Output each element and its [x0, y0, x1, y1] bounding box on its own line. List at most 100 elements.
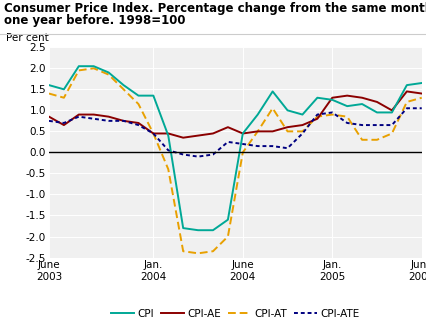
CPI-ATE	[76, 115, 81, 119]
CPI-AT	[151, 131, 156, 135]
CPI-AT	[46, 92, 52, 96]
CPI-AT	[330, 112, 335, 116]
CPI-AE	[136, 121, 141, 125]
CPI-AE	[300, 123, 305, 127]
CPI-AE	[255, 129, 260, 133]
CPI-AE	[61, 123, 66, 127]
CPI-ATE	[136, 123, 141, 127]
CPI-ATE	[330, 111, 335, 114]
CPI-AT	[76, 68, 81, 72]
CPI-ATE	[225, 140, 230, 144]
CPI-ATE	[285, 146, 290, 150]
CPI-AE	[419, 92, 424, 96]
Line: CPI-AT: CPI-AT	[49, 68, 422, 253]
CPI-AE	[181, 136, 186, 140]
CPI	[181, 226, 186, 230]
CPI-AT	[360, 138, 365, 142]
CPI-AT	[166, 167, 171, 171]
CPI	[196, 228, 201, 232]
CPI-ATE	[404, 106, 409, 110]
CPI	[61, 87, 66, 91]
CPI	[315, 96, 320, 100]
Legend: CPI, CPI-AE, CPI-AT, CPI-ATE: CPI, CPI-AE, CPI-AT, CPI-ATE	[106, 305, 364, 323]
CPI-AT	[404, 100, 409, 104]
CPI	[225, 218, 230, 222]
CPI	[419, 81, 424, 85]
CPI-AE	[315, 117, 320, 121]
CPI	[210, 228, 216, 232]
CPI-ATE	[151, 131, 156, 135]
CPI	[76, 64, 81, 68]
CPI-AT	[225, 235, 230, 239]
CPI-AT	[300, 129, 305, 133]
CPI-AT	[196, 251, 201, 255]
CPI	[300, 112, 305, 116]
CPI-AT	[270, 106, 275, 110]
CPI-AT	[315, 115, 320, 119]
CPI	[121, 83, 126, 87]
CPI-ATE	[255, 144, 260, 148]
CPI-ATE	[210, 153, 216, 156]
CPI-AE	[360, 96, 365, 100]
CPI-ATE	[121, 119, 126, 123]
CPI-AE	[91, 112, 96, 116]
CPI-AT	[121, 87, 126, 91]
CPI-AT	[255, 129, 260, 133]
CPI-AT	[91, 66, 96, 70]
CPI	[345, 104, 350, 108]
CPI-AT	[345, 115, 350, 119]
CPI-AE	[121, 119, 126, 123]
CPI	[389, 111, 394, 114]
CPI-AE	[240, 131, 245, 135]
CPI-AT	[61, 96, 66, 100]
CPI-AE	[345, 94, 350, 97]
CPI-AE	[389, 108, 394, 112]
CPI-AT	[210, 249, 216, 253]
CPI-AE	[196, 134, 201, 138]
Line: CPI-ATE: CPI-ATE	[49, 108, 422, 156]
CPI-AT	[285, 129, 290, 133]
CPI	[46, 83, 52, 87]
CPI-AE	[285, 125, 290, 129]
CPI-ATE	[166, 148, 171, 152]
CPI-AE	[106, 115, 111, 119]
CPI-AE	[46, 115, 52, 119]
CPI-ATE	[345, 121, 350, 125]
CPI-ATE	[300, 131, 305, 135]
CPI	[330, 98, 335, 102]
CPI-ATE	[389, 123, 394, 127]
CPI-AE	[404, 89, 409, 93]
CPI	[404, 83, 409, 87]
CPI-AT	[374, 138, 380, 142]
CPI-AT	[136, 102, 141, 106]
CPI-AT	[389, 131, 394, 135]
CPI-AE	[374, 100, 380, 104]
CPI-AE	[330, 96, 335, 100]
CPI-AE	[210, 131, 216, 135]
CPI-AT	[181, 249, 186, 253]
CPI-AE	[151, 131, 156, 135]
CPI-ATE	[240, 142, 245, 146]
CPI-ATE	[360, 123, 365, 127]
CPI-ATE	[270, 144, 275, 148]
CPI-ATE	[196, 155, 201, 158]
CPI-ATE	[106, 119, 111, 123]
CPI-AT	[106, 73, 111, 77]
CPI-AT	[419, 96, 424, 100]
CPI-ATE	[374, 123, 380, 127]
CPI	[166, 134, 171, 138]
CPI-AE	[76, 112, 81, 116]
CPI-ATE	[46, 119, 52, 123]
CPI-ATE	[419, 106, 424, 110]
CPI	[91, 64, 96, 68]
CPI	[360, 102, 365, 106]
Text: Per cent: Per cent	[6, 33, 49, 43]
Text: one year before. 1998=100: one year before. 1998=100	[4, 14, 186, 27]
Line: CPI-AE: CPI-AE	[49, 91, 422, 138]
CPI	[285, 108, 290, 112]
CPI	[374, 111, 380, 114]
CPI-AT	[240, 150, 245, 154]
CPI	[136, 94, 141, 97]
Line: CPI: CPI	[49, 66, 422, 230]
CPI-ATE	[315, 112, 320, 116]
